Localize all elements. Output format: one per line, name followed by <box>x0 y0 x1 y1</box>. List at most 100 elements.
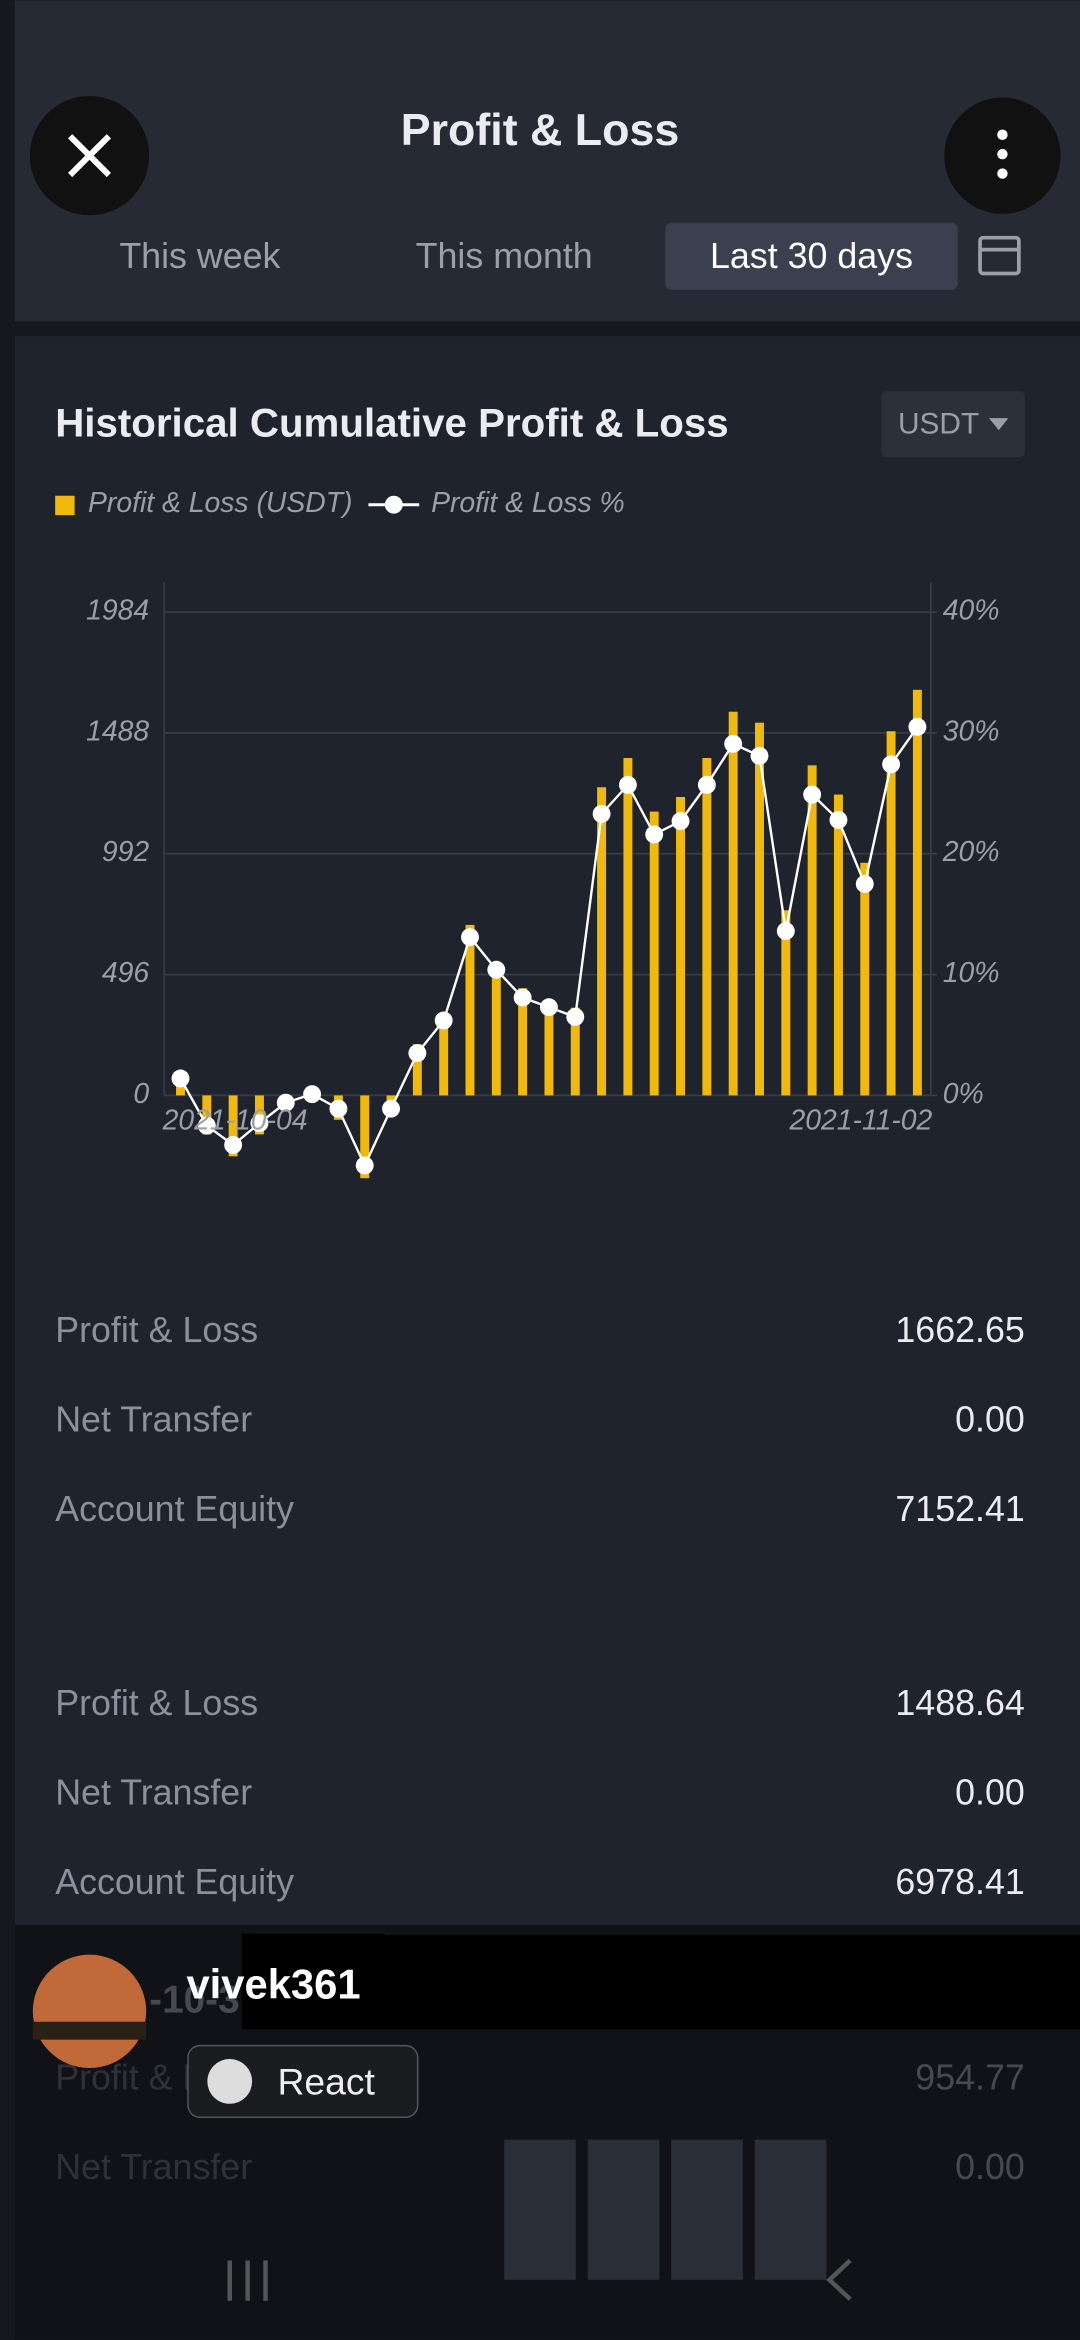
thumbnail[interactable] <box>754 2139 827 2280</box>
currency: USDT <box>898 408 979 441</box>
line-point <box>171 1069 190 1088</box>
summary-label: Net Transfer <box>55 2147 252 2187</box>
bar <box>676 796 686 1096</box>
summary-label: Account Equity <box>55 1862 294 1902</box>
bar <box>833 794 843 1096</box>
line-point <box>197 1116 216 1135</box>
line-point <box>513 988 532 1007</box>
line-point <box>724 734 743 753</box>
line-point <box>355 1156 374 1175</box>
nav-recent[interactable] <box>227 2260 268 2301</box>
summary-value: 0.00 <box>955 1400 1025 1440</box>
dot <box>997 168 1008 179</box>
x-tick-label: 2021-11-02 <box>789 1105 933 1137</box>
line-point <box>303 1085 322 1104</box>
summary-label: Profit & Loss <box>55 1310 258 1350</box>
overlay-strip <box>384 1935 1080 2030</box>
calendar-icon[interactable] <box>978 235 1021 276</box>
tab[interactable]: This week <box>119 236 280 276</box>
dropdown-arrow <box>989 418 1009 431</box>
line-point <box>645 825 664 844</box>
bar <box>439 1015 449 1096</box>
line-point <box>434 1011 453 1030</box>
line-point <box>618 775 637 794</box>
summary-block: Profit & Loss 1488.64 Net Transfer 0.00 Acco… <box>55 1683 1025 1902</box>
bar <box>860 862 870 1096</box>
y2-tick-label: 10% <box>943 957 1000 989</box>
bar <box>491 967 501 1096</box>
summary-label: Net Transfer <box>55 1400 252 1440</box>
bar <box>702 758 712 1096</box>
y2-tick-label: 40% <box>943 595 1000 627</box>
line-point <box>855 875 874 893</box>
line-point <box>540 998 558 1017</box>
bar <box>360 1095 370 1179</box>
summary-block: Profit & Loss 1662.65 Net Transfer 0.00 Acco… <box>55 1310 1025 1529</box>
line-point <box>329 1099 348 1118</box>
y-tick-label: 496 <box>102 957 150 989</box>
line-point <box>461 928 479 947</box>
bar <box>412 1044 422 1096</box>
summary-label: Profit & Loss <box>55 1683 258 1723</box>
bar <box>649 811 659 1096</box>
react-icon <box>207 2059 253 2104</box>
line-point <box>776 922 795 941</box>
active-tab-bg <box>665 222 958 290</box>
tab-active[interactable]: Last 30 days <box>710 236 913 276</box>
bar <box>755 722 764 1096</box>
legend-swatch <box>55 495 75 516</box>
summary-value: 954.77 <box>915 2057 1025 2097</box>
bar <box>912 689 922 1096</box>
line-point <box>382 1099 400 1118</box>
summary-label: Account Equity <box>55 1489 294 1529</box>
bar <box>465 924 475 1096</box>
bar <box>518 988 528 1096</box>
legend-label: Profit & Loss % <box>431 487 625 519</box>
react-label: React <box>277 2060 375 2102</box>
bar <box>176 1082 185 1096</box>
thumbnail[interactable] <box>587 2139 660 2280</box>
line-point <box>882 755 901 774</box>
tab[interactable]: This month <box>416 236 593 276</box>
summary-value: 0.00 <box>955 2147 1025 2187</box>
dot <box>997 148 1008 160</box>
user-name: vivek361 <box>186 1960 360 2007</box>
y2-tick-label: 0% <box>943 1078 984 1110</box>
thumbnail[interactable] <box>671 2139 743 2280</box>
bar <box>728 711 738 1096</box>
y-tick-label: 1488 <box>86 715 149 747</box>
legend-dot <box>384 495 403 514</box>
y2-tick-label: 20% <box>942 836 1000 868</box>
summary-value: 1662.65 <box>895 1310 1024 1350</box>
thumbnail[interactable] <box>504 2139 576 2280</box>
bar <box>597 787 607 1096</box>
bar <box>807 765 817 1096</box>
line-point <box>671 812 690 831</box>
line-point <box>408 1044 427 1063</box>
currency-select[interactable] <box>881 391 1025 457</box>
line-point <box>829 810 848 829</box>
avatar <box>32 1954 147 2069</box>
line-point <box>908 717 927 736</box>
summary-value: 1488.64 <box>895 1683 1024 1723</box>
overlay-strip <box>241 1933 385 2030</box>
bar <box>228 1095 238 1157</box>
chart-title: Historical Cumulative Profit & Loss <box>55 400 728 445</box>
line-point <box>224 1136 243 1154</box>
bar <box>544 1000 554 1096</box>
line-point <box>250 1114 269 1133</box>
bar <box>886 731 896 1096</box>
dot <box>997 129 1008 140</box>
react-button[interactable] <box>187 2044 419 2118</box>
avatar-detail <box>32 2021 147 2040</box>
nav-back[interactable] <box>826 2258 852 2301</box>
x-tick-label: 2021-10-04 <box>162 1105 308 1137</box>
line-point <box>566 1007 585 1026</box>
y-tick-label: 0 <box>133 1078 149 1110</box>
line-point <box>803 785 822 804</box>
y-tick-label: 992 <box>102 836 150 868</box>
y-tick-label: 1984 <box>86 595 149 627</box>
summary-value: 6978.41 <box>895 1862 1024 1902</box>
